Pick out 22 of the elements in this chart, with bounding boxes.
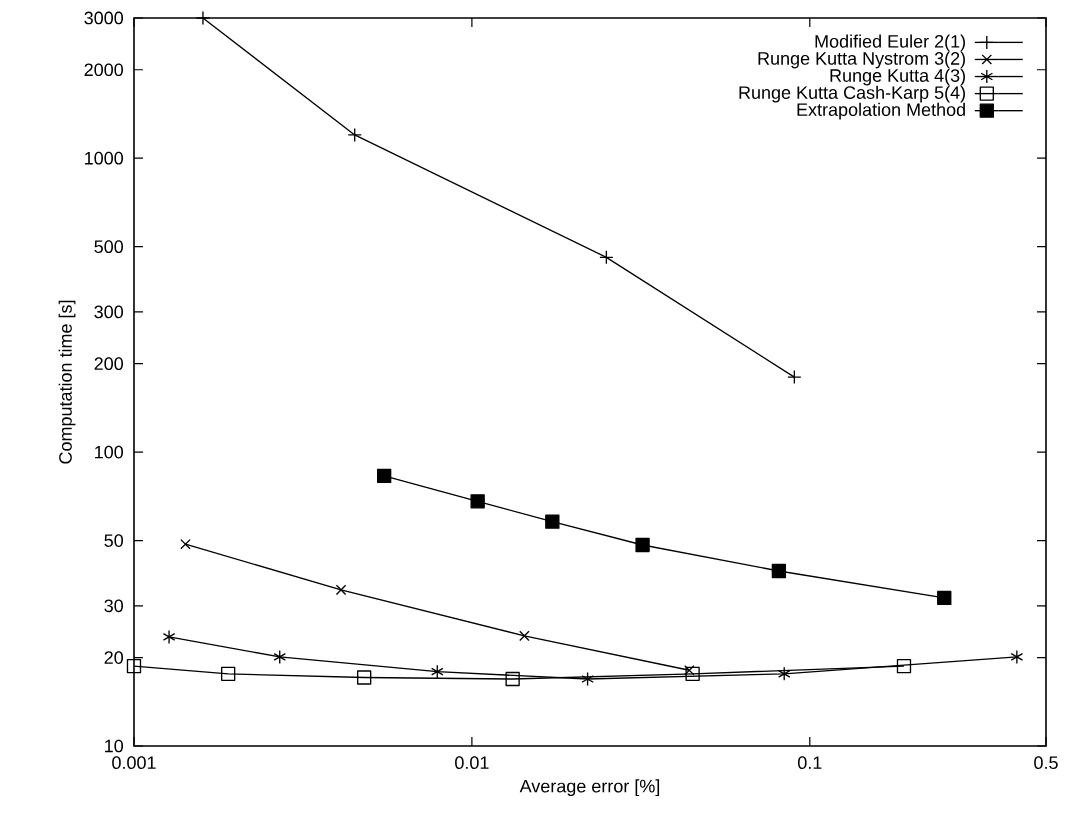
x-tick-label: 0.1	[798, 756, 822, 769]
y-tick-label: 3000	[84, 11, 124, 25]
y-tick-label: 50	[104, 534, 124, 547]
y-tick-label: 500	[94, 240, 124, 254]
y-tick-label: 200	[94, 357, 124, 371]
legend-label: Runge Kutta 4(3)	[830, 68, 965, 86]
x-tick-label: 0.001	[112, 756, 156, 769]
legend-label: Runge Kutta Cash-Karp 5(4)	[739, 85, 965, 103]
legend-label: Runge Kutta Nystrom 3(2)	[758, 51, 965, 69]
y-tick-label: 100	[95, 445, 124, 459]
y-tick-label: 30	[104, 599, 124, 613]
x-tick-label: 0.5	[1034, 756, 1058, 769]
y-tick-label: 300	[94, 305, 124, 319]
y-tick-label: 10	[105, 739, 124, 753]
y-tick-label: 1000	[85, 151, 124, 165]
y-tick-label: 20	[104, 651, 124, 664]
x-tick-label: 0.01	[455, 756, 489, 769]
y-tick-label: 2000	[84, 63, 124, 77]
y-axis-title: Computation time [s]	[58, 300, 76, 464]
legend-label: Modified Euler 2(1)	[815, 34, 965, 52]
x-axis-title: Average error [%]	[519, 779, 660, 797]
legend-label: Extrapolation Method	[797, 102, 965, 120]
